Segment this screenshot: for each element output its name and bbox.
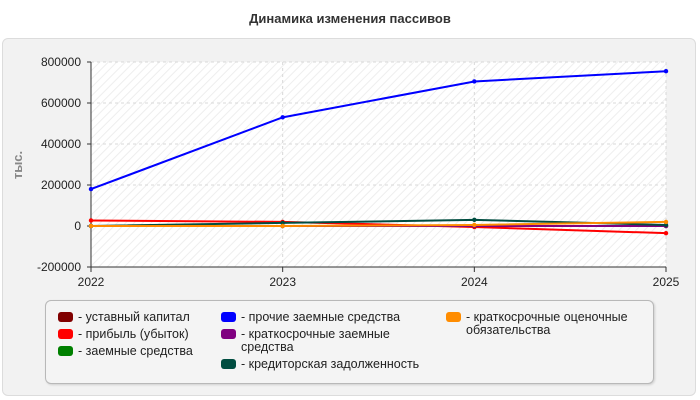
legend-item-prochie-zaemnye[interactable]: - прочие заемные средства (221, 311, 419, 324)
data-point-6-1 (280, 223, 285, 229)
data-point-3-3 (663, 69, 669, 74)
data-point-1-3 (663, 230, 669, 236)
series-lines (88, 69, 669, 236)
legend-swatch (58, 346, 73, 356)
legend-label-line2: обязательства (466, 323, 551, 337)
x-tick-label: 2025 (653, 275, 680, 289)
legend-label: - краткосрочные заемные (241, 327, 390, 341)
legend-label: - прибыль (убыток) (78, 327, 189, 341)
y-tick-label: 400000 (41, 137, 81, 151)
series-line-1 (90, 219, 667, 235)
data-point-3-2 (472, 79, 477, 84)
data-point-3-0 (88, 186, 94, 192)
legend-label-line2: средства (241, 340, 294, 354)
legend-item-kreditorskaya[interactable]: - кредиторская задолженность (221, 358, 419, 371)
series-line-5 (90, 218, 667, 227)
data-point-6-2 (472, 222, 477, 228)
data-point-6-3 (663, 219, 669, 225)
legend-column-3: - краткосрочные оценочные обязательства (446, 311, 628, 341)
y-axis-label: тыс. (10, 151, 25, 179)
legend-label: - заемные средства (78, 344, 193, 358)
data-point-1-0 (88, 218, 94, 223)
x-tick-label: 2024 (461, 275, 488, 289)
legend-item-pribyl[interactable]: - прибыль (убыток) (58, 328, 193, 341)
legend-swatch (58, 312, 73, 322)
legend-column-2: - прочие заемные средства - краткосрочны… (221, 311, 419, 375)
y-tick-labels: 800000 600000 400000 200000 0 -200000 (37, 55, 91, 274)
legend-item-ustavnyi-kapital[interactable]: - уставный капитал (58, 311, 193, 324)
legend-column-1: - уставный капитал - прибыль (убыток) - … (58, 311, 193, 362)
legend-swatch (221, 359, 236, 369)
y-tick-label: 600000 (41, 96, 81, 110)
legend-label: - прочие заемные средства (241, 310, 401, 324)
data-point-3-1 (280, 115, 285, 120)
data-point-5-1 (280, 220, 285, 226)
series-line-3 (90, 70, 667, 191)
legend-label: - кредиторская задолженность (241, 357, 420, 371)
data-point-6-0 (88, 223, 94, 229)
y-tick-label: -200000 (37, 260, 81, 274)
legend-swatch (221, 312, 236, 322)
x-tick-labels: 2022 2023 2024 2025 (78, 267, 680, 289)
series-line-6 (91, 220, 667, 227)
legend: - уставный капитал - прибыль (убыток) - … (45, 300, 654, 384)
legend-swatch (446, 312, 461, 322)
legend-swatch (221, 329, 236, 339)
plot-area (91, 62, 666, 267)
data-point-5-2 (472, 217, 477, 223)
legend-swatch (58, 329, 73, 339)
data-point-5-3 (663, 222, 669, 228)
legend-label: - краткосрочные оценочные (466, 310, 628, 324)
x-tick-label: 2023 (269, 275, 296, 289)
y-tick-label: 0 (74, 219, 81, 233)
y-tick-label: 200000 (41, 178, 81, 192)
legend-item-kratkosrochnye-zaemnye[interactable]: - краткосрочные заемные средства (221, 328, 419, 354)
legend-item-zaemnye-sredstva[interactable]: - заемные средства (58, 345, 193, 358)
y-tick-label: 800000 (41, 55, 81, 69)
chart-title: Динамика изменения пассивов (249, 11, 451, 26)
legend-item-ocenochnye[interactable]: - краткосрочные оценочные обязательства (446, 311, 628, 337)
x-tick-label: 2022 (78, 275, 105, 289)
axes (90, 62, 666, 268)
legend-label: - уставный капитал (78, 310, 190, 324)
